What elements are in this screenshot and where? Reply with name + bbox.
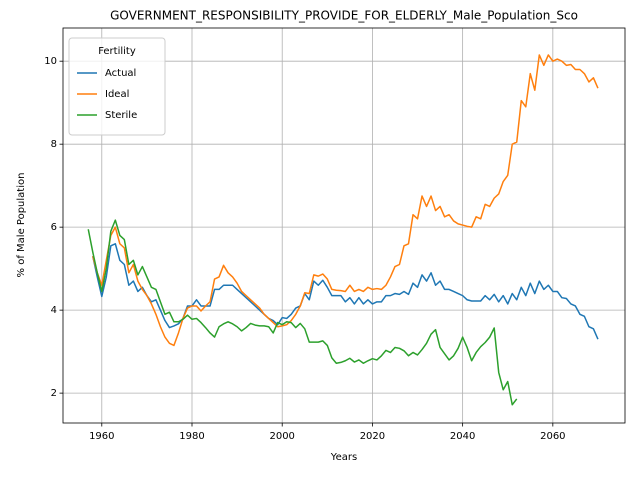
x-tick-label: 2020 <box>360 431 385 442</box>
y-tick-label: 8 <box>51 139 57 150</box>
chart-title: GOVERNMENT_RESPONSIBILITY_PROVIDE_FOR_EL… <box>110 9 578 23</box>
series-line <box>92 243 599 340</box>
legend-box <box>68 37 166 136</box>
x-tick-label: 1980 <box>179 431 204 442</box>
y-tick-label: 2 <box>51 388 57 399</box>
y-tick-label: 10 <box>44 56 57 67</box>
plot-frame <box>62 27 626 424</box>
legend-label: Actual <box>105 68 136 79</box>
legend-title: Fertility <box>98 46 136 57</box>
series-line <box>92 54 599 347</box>
legend-label: Ideal <box>105 89 129 100</box>
x-tick-label: 2060 <box>540 431 565 442</box>
x-tick-label: 1960 <box>89 431 114 442</box>
x-tick-label: 2000 <box>269 431 294 442</box>
y-tick-label: 4 <box>51 305 57 316</box>
y-tick-label: 6 <box>51 222 57 233</box>
legend-label: Sterile <box>105 110 137 121</box>
series-line <box>87 219 518 406</box>
x-tick-label: 2040 <box>450 431 475 442</box>
x-axis-label: Years <box>330 452 357 463</box>
legend: Fertility Actual Ideal Sterile <box>68 37 166 136</box>
y-axis-label: % of Male Population <box>16 173 27 278</box>
